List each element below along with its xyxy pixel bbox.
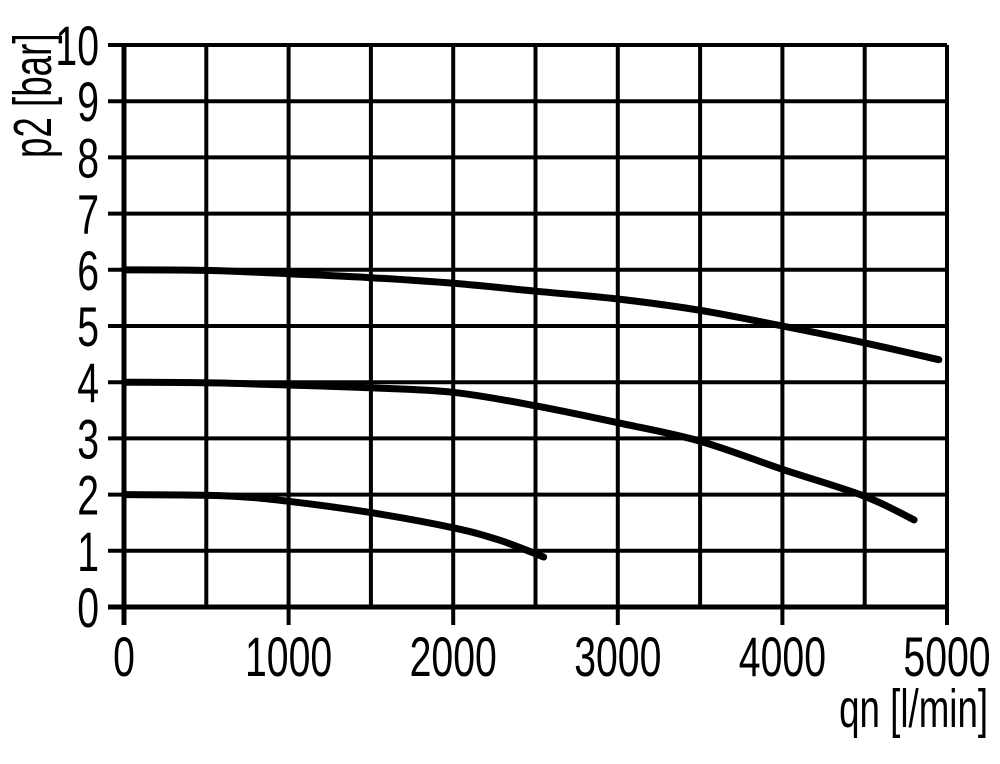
curve-outlet-pressure-2-bar — [120, 491, 548, 561]
x-tick-label: 1000 — [245, 625, 332, 688]
curve-outlet-pressure-4-bar — [120, 378, 918, 524]
x-tick-label: 4000 — [739, 625, 826, 688]
y-axis-label: p2 [bar] — [3, 33, 63, 158]
y-tick-label: 5 — [77, 295, 99, 358]
curve-outlet-pressure-6-bar — [120, 266, 943, 364]
y-tick-label: 8 — [77, 126, 99, 189]
x-tick-label: 5000 — [903, 625, 990, 688]
y-tick-label: 0 — [77, 576, 99, 639]
y-tick-label: 9 — [77, 70, 99, 133]
y-tick-label: 4 — [77, 351, 99, 414]
y-tick-label: 7 — [77, 183, 99, 246]
y-tick-label: 3 — [77, 407, 99, 470]
x-axis-label: qn [l/min] — [839, 679, 988, 739]
y-tick-label: 10 — [55, 14, 99, 77]
x-tick-label: 3000 — [574, 625, 661, 688]
y-tick-label: 6 — [77, 239, 99, 302]
y-tick-label: 2 — [77, 464, 99, 527]
x-tick-label: 2000 — [410, 625, 497, 688]
x-tick-label: 0 — [113, 625, 135, 688]
y-tick-label: 1 — [77, 520, 99, 583]
